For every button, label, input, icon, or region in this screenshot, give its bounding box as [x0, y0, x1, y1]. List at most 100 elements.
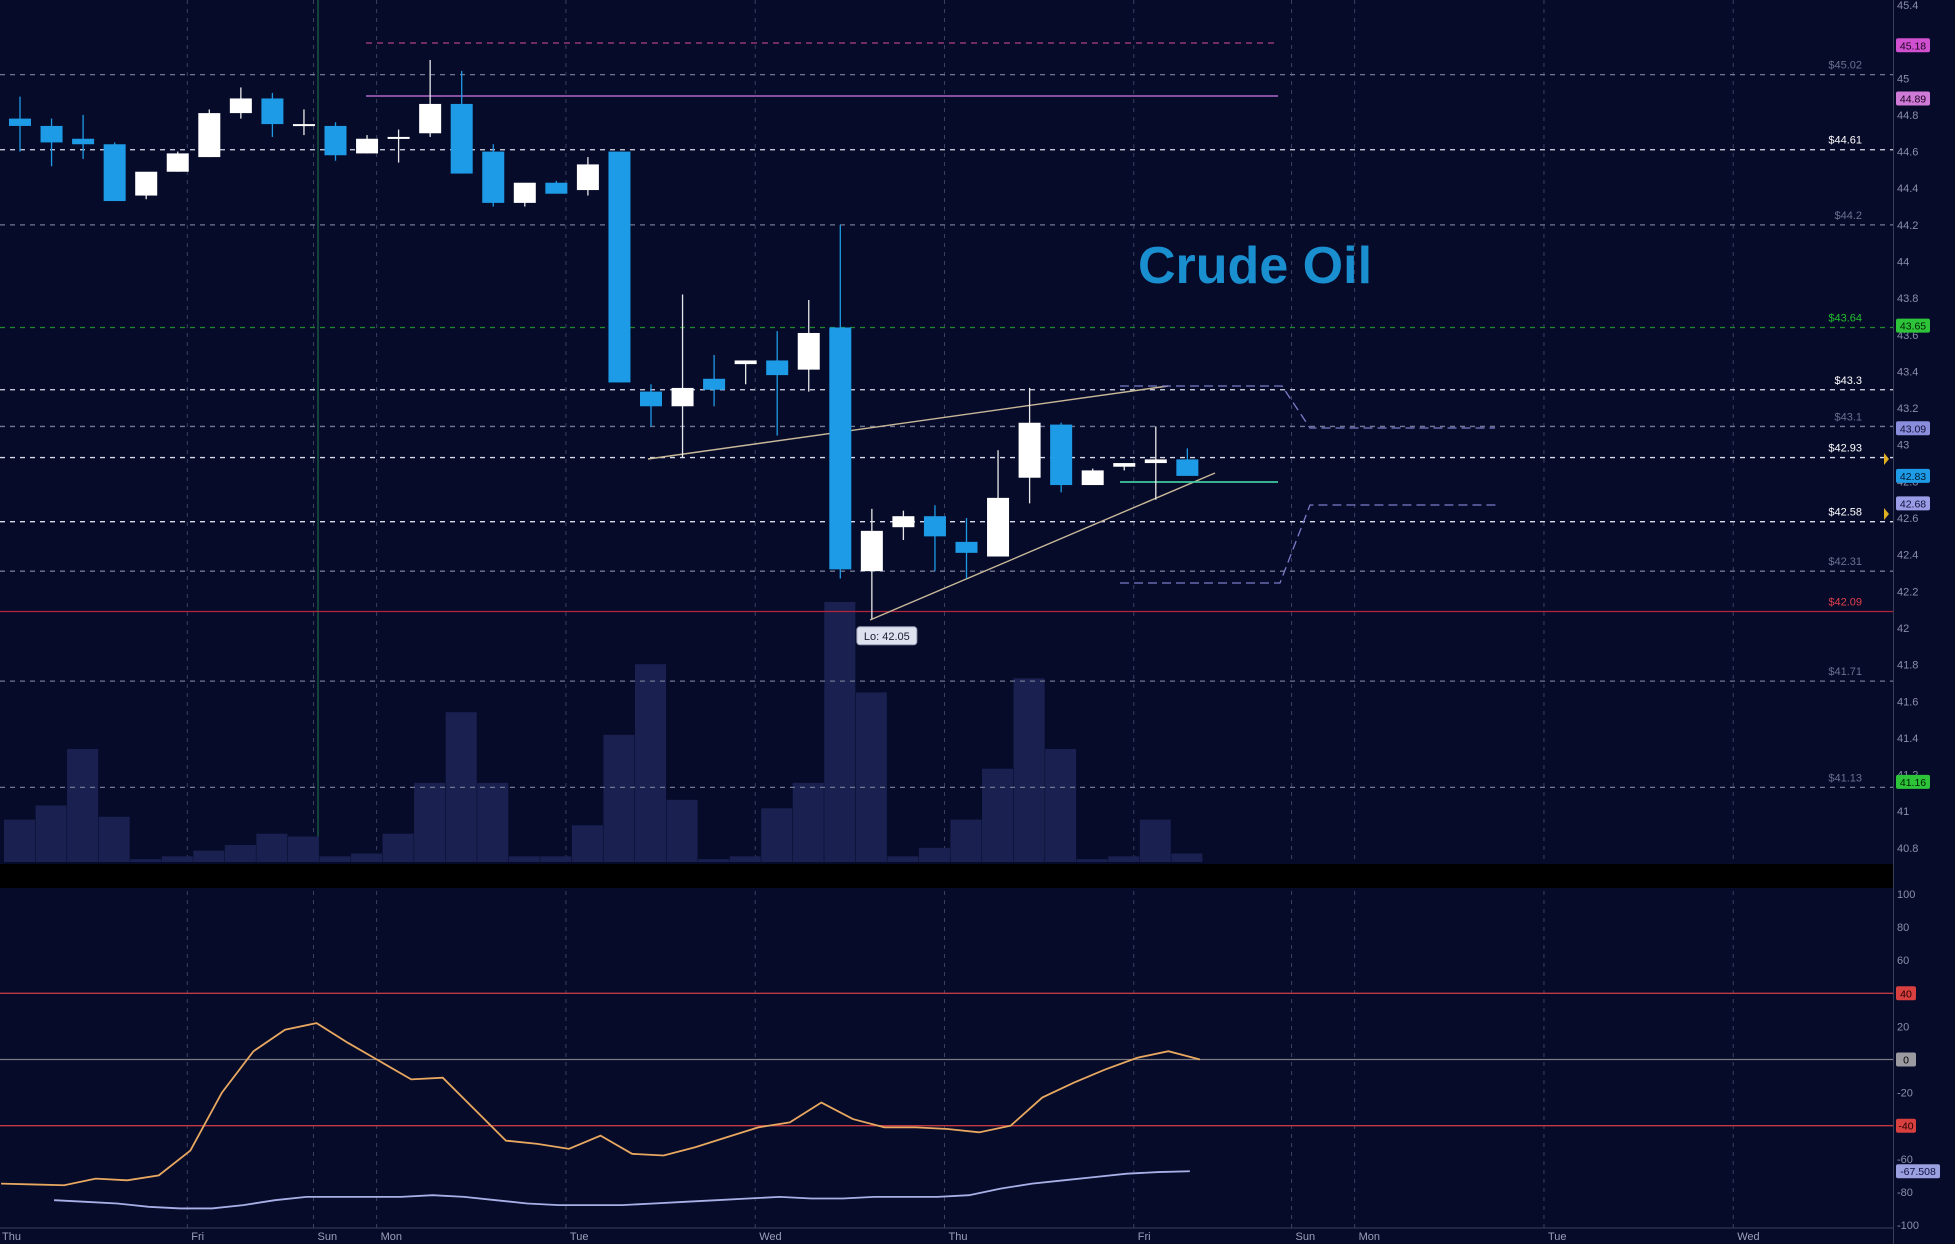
price-marker-icon [1884, 508, 1889, 520]
price-tick-label: 44.6 [1897, 147, 1918, 159]
chart-title: Crude Oil [1138, 237, 1372, 295]
price-tag-box [1896, 91, 1930, 106]
volume-bar [351, 853, 383, 862]
price-tag-text: 42.83 [1900, 471, 1926, 483]
candle-body [292, 124, 315, 127]
upper-trendline [647, 385, 1169, 460]
volume-bar [792, 782, 824, 862]
volume-bar [98, 816, 130, 862]
candle-body [955, 541, 978, 553]
volume-bar [161, 856, 193, 862]
oscillator-tag-text: -67.508 [1900, 1166, 1936, 1178]
volume-bar [193, 850, 225, 862]
price-tag-text: 42.68 [1900, 498, 1926, 510]
candle-body [892, 516, 915, 528]
candle-body [9, 118, 31, 126]
candle-body [1018, 422, 1041, 478]
volume-bar [224, 845, 256, 862]
time-tick-label: Fri [1138, 1231, 1151, 1243]
low-annotation-box [856, 626, 918, 646]
time-tick-label: Thu [2, 1231, 21, 1243]
volume-bar [1076, 859, 1108, 862]
projection-upper [1120, 385, 1495, 429]
price-tick-label: 45 [1897, 73, 1909, 85]
time-tick-label: Wed [759, 1231, 781, 1243]
oscillator-tag-text: -40 [1898, 1121, 1913, 1133]
price-marker-icon [1884, 453, 1889, 465]
price-tick-label: 41.4 [1897, 733, 1918, 745]
price-tick-label: 43.8 [1897, 293, 1918, 305]
oscillator-tick-label: -20 [1897, 1088, 1913, 1100]
level-label: $41.71 [1828, 666, 1862, 678]
price-tick-label: 41.8 [1897, 660, 1918, 672]
axis-border [1893, 0, 1894, 1244]
candle-body [860, 530, 883, 572]
oscillator-tick-label: -60 [1897, 1154, 1913, 1166]
volume-bar [635, 664, 666, 862]
candle-body [829, 327, 852, 570]
volume-bar [1139, 819, 1171, 862]
volume-bar [508, 856, 540, 862]
annotations: Lo: 42.05 [856, 626, 918, 646]
time-axis: Thu Fri Sun Mon Tue Wed Thu Fri Sun Mon Tue Wed [0, 1227, 1893, 1243]
volume-bar [35, 805, 67, 862]
candle-body [356, 138, 379, 154]
volume-bar [319, 856, 351, 862]
volume-bar [918, 847, 950, 862]
oscillator-tag-box [1896, 986, 1916, 1001]
price-tag-box [1896, 468, 1930, 483]
volume-bar [571, 825, 603, 862]
candle-body [324, 125, 347, 156]
price-tick-label: 42.4 [1897, 550, 1918, 562]
level-label: $44.61 [1828, 135, 1862, 147]
candle-body [198, 113, 221, 158]
volume-bar [887, 856, 919, 862]
price-tick-label: 42.2 [1897, 586, 1918, 598]
volume-bar [4, 819, 35, 862]
price-tick-label: 42 [1897, 623, 1909, 635]
volume-bar [761, 808, 793, 862]
volume-bar [666, 799, 698, 862]
oscillator-pane [0, 992, 1893, 1210]
volume-bar [414, 782, 446, 862]
candle-body [387, 136, 410, 139]
candle-body [103, 144, 126, 202]
pane-separator[interactable] [0, 864, 1893, 888]
oscillator-tag-box [1896, 1118, 1916, 1133]
time-tick-label: Sun [1296, 1231, 1316, 1243]
time-tick-label: Sun [318, 1231, 338, 1243]
candle-body [797, 332, 820, 370]
price-tag-box [1896, 496, 1930, 511]
level-label: $45.02 [1828, 60, 1862, 72]
price-tag-box [1896, 38, 1930, 53]
candle-body [1176, 459, 1199, 476]
oscillator-tag-text: 40 [1900, 988, 1912, 1000]
price-tick-label: 44.8 [1897, 110, 1918, 122]
candle-body [1081, 470, 1104, 486]
candle-body [135, 171, 158, 196]
oscillator-fast-line [1, 1022, 1201, 1187]
price-tick-label: 41.6 [1897, 696, 1918, 708]
time-tick-label: Tue [570, 1231, 589, 1243]
volume-bar [1045, 748, 1077, 862]
price-tags: 45.18 44.89 43.65 43.09 42.83 42.68 41.16 [1884, 38, 1930, 789]
time-tick-label: Tue [1548, 1231, 1567, 1243]
candle-body [703, 378, 726, 390]
candle-body [545, 182, 568, 194]
candle-body [608, 151, 631, 383]
level-label: $43.3 [1834, 375, 1862, 387]
price-tag-text: 43.65 [1900, 321, 1926, 333]
price-tick-label: 42.6 [1897, 513, 1918, 525]
candle-body [482, 151, 505, 203]
price-tick-label: 43 [1897, 440, 1909, 452]
candle-body [987, 497, 1010, 557]
price-tag-text: 45.18 [1900, 40, 1926, 52]
volume-bar [256, 833, 288, 862]
grid-lines [186, 0, 1894, 1244]
volume-bar [982, 768, 1014, 862]
volume-bar [950, 819, 982, 862]
volume-bar [130, 859, 162, 862]
candle-body [1113, 463, 1136, 467]
